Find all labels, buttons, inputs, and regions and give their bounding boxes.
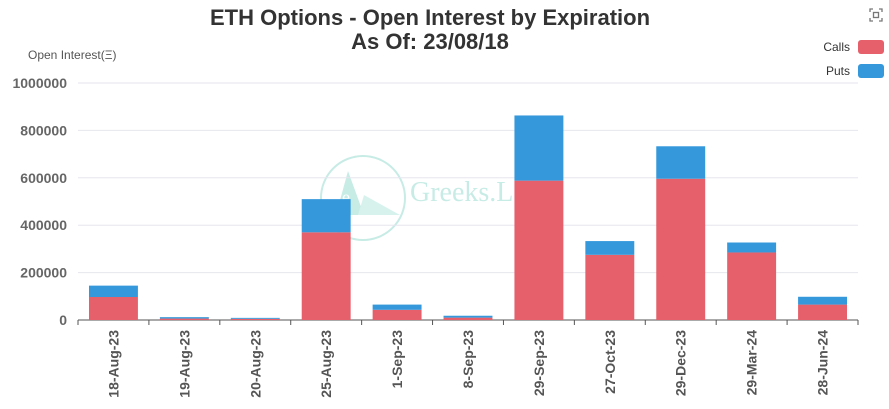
legend-item-puts[interactable]: Puts (804, 64, 884, 80)
bar-puts (230, 317, 280, 319)
bar-puts (585, 241, 635, 255)
y-tick-label: 800000 (20, 122, 67, 138)
x-tick-label: 27-Oct-23 (602, 330, 618, 394)
legend-label-puts: Puts (825, 64, 850, 78)
bar-puts (159, 317, 209, 319)
svg-text:e: e (342, 187, 350, 207)
y-axis-label: Open Interest(Ξ) (28, 48, 117, 62)
legend-swatch-puts (858, 64, 884, 78)
bar-puts (372, 304, 422, 310)
x-tick-label: 29-Mar-24 (744, 330, 760, 396)
y-tick-label: 0 (59, 312, 67, 328)
bar-calls (443, 317, 493, 320)
x-tick-label: 20-Aug-23 (247, 330, 263, 398)
x-tick-label: 29-Sep-23 (531, 330, 547, 396)
x-tick-label: 8-Sep-23 (460, 330, 476, 389)
bar-puts (727, 242, 777, 253)
bar-calls (88, 297, 138, 320)
x-tick-label: 25-Aug-23 (318, 330, 334, 398)
bar-calls (372, 309, 422, 320)
bar-calls (301, 232, 351, 320)
bar-calls (727, 252, 777, 320)
bar-puts (301, 199, 351, 233)
bar-calls (230, 318, 280, 320)
y-tick-label: 600000 (20, 170, 67, 186)
legend-item-calls[interactable]: Calls (804, 40, 884, 56)
y-tick-label: 1000000 (12, 75, 67, 91)
bar-puts (798, 296, 848, 305)
x-tick-label: 1-Sep-23 (389, 330, 405, 389)
x-tick-label: 19-Aug-23 (176, 330, 192, 398)
bar-calls (514, 180, 564, 320)
legend-label-calls: Calls (823, 40, 850, 54)
chart-title: ETH Options - Open Interest by Expiratio… (209, 5, 651, 30)
legend-swatch-calls (858, 40, 884, 54)
bar-calls (585, 254, 635, 320)
y-tick-label: 400000 (20, 217, 67, 233)
chart-subtitle: As Of: 23/08/18 (351, 29, 509, 54)
bar-puts (443, 315, 493, 318)
watermark-text: Greeks.L (410, 177, 514, 208)
bar-puts (656, 146, 706, 179)
bar-puts (514, 115, 564, 181)
x-tick-label: 18-Aug-23 (105, 330, 121, 398)
expand-icon[interactable] (869, 8, 883, 22)
bar-calls (798, 304, 848, 320)
bar-calls (656, 178, 706, 320)
x-tick-label: 28-Jun-24 (815, 330, 831, 396)
x-tick-label: 29-Dec-23 (673, 330, 689, 396)
y-tick-label: 200000 (20, 265, 67, 281)
bar-puts (88, 285, 138, 298)
bar-calls (159, 318, 209, 320)
